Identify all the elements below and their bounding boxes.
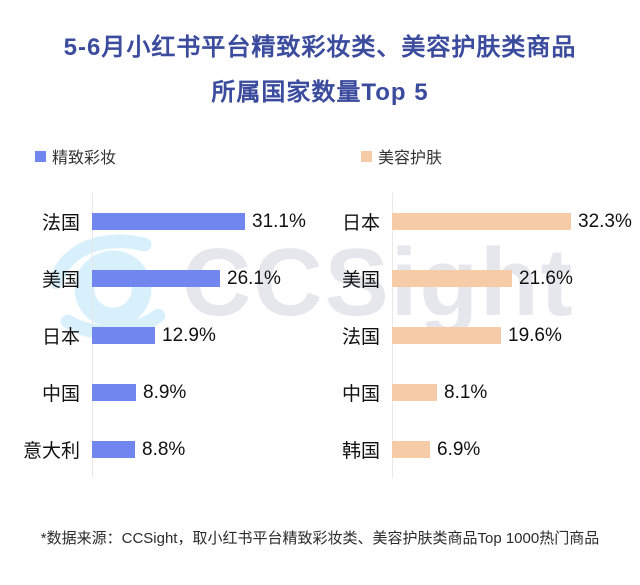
value-label: 8.8% <box>142 438 186 460</box>
skincare-bar-chart: 日本 32.3% 美国 21.6% 法国 19.6% 中国 8.1% 韩国 6.… <box>320 193 640 478</box>
category-label: 韩国 <box>341 441 380 462</box>
category-label: 美国 <box>41 270 80 291</box>
bar-row: 法国 31.1% <box>0 193 320 250</box>
bar-makeup-2 <box>92 327 155 344</box>
category-label: 法国 <box>341 327 380 348</box>
chart-title: 5-6月小红书平台精致彩妆类、美容护肤类商品 所属国家数量Top 5 <box>0 25 640 115</box>
legend-skincare-label: 美容护肤 <box>378 150 443 167</box>
bar-skincare-1 <box>392 270 512 287</box>
value-label: 12.9% <box>162 324 216 346</box>
data-source-note: *数据来源：CCSight，取小红书平台精致彩妆类、美容护肤类商品Top 100… <box>40 530 600 547</box>
legend-skincare: 美容护肤 <box>361 147 443 167</box>
bar-makeup-0 <box>92 213 245 230</box>
value-label: 32.3% <box>578 210 632 232</box>
bar-row: 中国 8.1% <box>320 364 640 421</box>
bar-row: 韩国 6.9% <box>320 421 640 478</box>
bar-skincare-0 <box>392 213 571 230</box>
chart-title-line1: 5-6月小红书平台精致彩妆类、美容护肤类商品 <box>63 34 577 61</box>
value-label: 8.9% <box>143 381 187 403</box>
legend-makeup: 精致彩妆 <box>35 147 117 167</box>
bar-row: 意大利 8.8% <box>0 421 320 478</box>
bar-row: 美国 21.6% <box>320 250 640 307</box>
value-label: 6.9% <box>437 438 481 460</box>
bar-row: 美国 26.1% <box>0 250 320 307</box>
category-label: 意大利 <box>22 441 80 462</box>
bar-skincare-3 <box>392 384 437 401</box>
legend-makeup-label: 精致彩妆 <box>52 150 117 167</box>
bar-makeup-3 <box>92 384 136 401</box>
category-label: 日本 <box>341 213 380 234</box>
chart-title-line2: 所属国家数量Top 5 <box>211 79 429 106</box>
bar-row: 中国 8.9% <box>0 364 320 421</box>
value-label: 19.6% <box>508 324 562 346</box>
value-label: 21.6% <box>519 267 573 289</box>
bar-row: 日本 12.9% <box>0 307 320 364</box>
bar-row: 法国 19.6% <box>320 307 640 364</box>
value-label: 8.1% <box>444 381 488 403</box>
bar-row: 日本 32.3% <box>320 193 640 250</box>
category-label: 中国 <box>341 384 380 405</box>
bar-makeup-4 <box>92 441 135 458</box>
category-label: 中国 <box>41 384 80 405</box>
category-label: 美国 <box>341 270 380 291</box>
legend-skincare-swatch-icon <box>361 150 372 162</box>
value-label: 26.1% <box>227 267 281 289</box>
bar-makeup-1 <box>92 270 220 287</box>
value-label: 31.1% <box>252 210 306 232</box>
category-label: 法国 <box>41 213 80 234</box>
category-label: 日本 <box>41 327 80 348</box>
bar-skincare-4 <box>392 441 430 458</box>
legend-makeup-swatch-icon <box>35 150 46 162</box>
bar-skincare-2 <box>392 327 501 344</box>
makeup-bar-chart: 法国 31.1% 美国 26.1% 日本 12.9% 中国 8.9% 意大利 8… <box>0 193 320 478</box>
